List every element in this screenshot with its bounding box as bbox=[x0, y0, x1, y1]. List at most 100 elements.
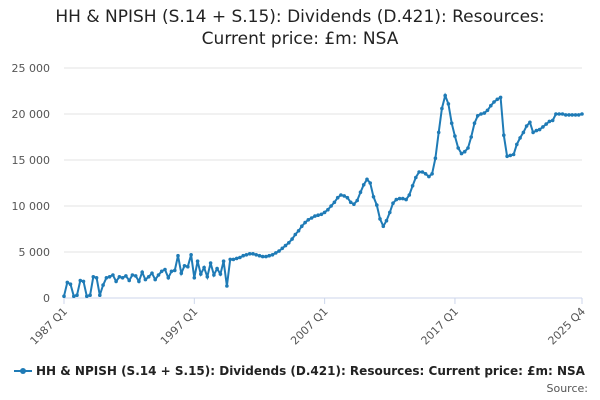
data-point[interactable] bbox=[94, 276, 99, 280]
data-point[interactable] bbox=[107, 275, 112, 279]
data-point[interactable] bbox=[466, 146, 470, 150]
data-point[interactable] bbox=[127, 278, 131, 283]
data-point[interactable] bbox=[300, 224, 304, 228]
data-point[interactable] bbox=[287, 241, 291, 245]
data-point[interactable] bbox=[453, 134, 457, 138]
data-point[interactable] bbox=[303, 220, 307, 225]
data-point[interactable] bbox=[391, 201, 395, 205]
data-point[interactable] bbox=[260, 254, 265, 259]
data-point[interactable] bbox=[319, 212, 324, 217]
data-point[interactable] bbox=[502, 133, 506, 137]
data-point[interactable] bbox=[550, 118, 555, 123]
data-point[interactable] bbox=[247, 252, 252, 256]
data-point[interactable] bbox=[544, 122, 548, 126]
data-point[interactable] bbox=[186, 264, 190, 269]
data-point[interactable] bbox=[355, 198, 360, 203]
data-point[interactable] bbox=[414, 175, 418, 180]
data-point[interactable] bbox=[72, 294, 76, 299]
data-point[interactable] bbox=[508, 153, 513, 158]
data-point[interactable] bbox=[267, 253, 272, 258]
data-point[interactable] bbox=[62, 294, 66, 299]
data-point[interactable] bbox=[495, 97, 500, 102]
data-point[interactable] bbox=[440, 106, 444, 111]
data-point[interactable] bbox=[388, 210, 392, 215]
data-point[interactable] bbox=[580, 112, 584, 116]
data-point[interactable] bbox=[192, 276, 197, 280]
data-point[interactable] bbox=[420, 170, 425, 174]
data-point[interactable] bbox=[205, 275, 210, 279]
data-point[interactable] bbox=[436, 130, 441, 135]
data-point[interactable] bbox=[560, 112, 565, 116]
data-point[interactable] bbox=[505, 154, 509, 159]
data-point[interactable] bbox=[91, 275, 96, 279]
data-point[interactable] bbox=[358, 190, 363, 194]
data-point[interactable] bbox=[557, 112, 561, 116]
data-point[interactable] bbox=[221, 259, 226, 264]
data-point[interactable] bbox=[283, 243, 288, 248]
data-point[interactable] bbox=[277, 249, 281, 253]
data-point[interactable] bbox=[397, 196, 402, 201]
data-point[interactable] bbox=[257, 253, 262, 258]
data-point[interactable] bbox=[156, 273, 161, 277]
data-point[interactable] bbox=[120, 276, 125, 280]
data-point[interactable] bbox=[407, 193, 412, 197]
data-point[interactable] bbox=[462, 149, 467, 154]
data-point[interactable] bbox=[563, 113, 568, 117]
data-point[interactable] bbox=[146, 275, 151, 279]
data-point[interactable] bbox=[554, 112, 558, 116]
data-point[interactable] bbox=[218, 272, 223, 276]
data-point[interactable] bbox=[143, 277, 148, 282]
data-point[interactable] bbox=[251, 252, 255, 256]
data-point[interactable] bbox=[81, 279, 86, 284]
data-point[interactable] bbox=[489, 103, 493, 108]
data-point[interactable] bbox=[140, 270, 144, 275]
data-point[interactable] bbox=[274, 251, 278, 255]
data-point[interactable] bbox=[534, 128, 539, 133]
data-point[interactable] bbox=[166, 276, 171, 280]
data-point[interactable] bbox=[124, 274, 128, 278]
data-point[interactable] bbox=[293, 232, 298, 237]
data-point[interactable] bbox=[472, 121, 477, 125]
data-point[interactable] bbox=[98, 293, 102, 298]
data-point[interactable] bbox=[163, 267, 167, 272]
data-point[interactable] bbox=[531, 130, 535, 135]
data-point[interactable] bbox=[537, 127, 542, 132]
data-point[interactable] bbox=[117, 275, 122, 279]
data-point[interactable] bbox=[65, 280, 70, 285]
data-point[interactable] bbox=[111, 273, 115, 277]
data-point[interactable] bbox=[189, 253, 193, 257]
data-point[interactable] bbox=[339, 193, 343, 197]
data-point[interactable] bbox=[101, 283, 105, 287]
data-point[interactable] bbox=[365, 177, 369, 182]
data-point[interactable] bbox=[404, 197, 408, 202]
data-point[interactable] bbox=[313, 214, 317, 218]
data-point[interactable] bbox=[524, 124, 529, 128]
data-point[interactable] bbox=[345, 195, 350, 200]
data-point[interactable] bbox=[176, 253, 180, 258]
data-point[interactable] bbox=[244, 253, 249, 257]
data-point[interactable] bbox=[515, 142, 519, 147]
data-point[interactable] bbox=[234, 256, 239, 261]
data-point[interactable] bbox=[456, 146, 461, 150]
data-point[interactable] bbox=[394, 197, 399, 202]
data-point[interactable] bbox=[88, 293, 92, 298]
data-point[interactable] bbox=[528, 120, 532, 125]
data-point[interactable] bbox=[381, 224, 386, 228]
data-point[interactable] bbox=[547, 119, 552, 124]
data-point[interactable] bbox=[159, 269, 164, 274]
data-point[interactable] bbox=[68, 282, 73, 287]
data-point[interactable] bbox=[352, 202, 356, 206]
legend[interactable]: HH & NPISH (S.14 + S.15): Dividends (D.4… bbox=[14, 364, 585, 378]
data-point[interactable] bbox=[228, 257, 232, 262]
data-point[interactable] bbox=[231, 257, 236, 262]
data-point[interactable] bbox=[254, 253, 258, 257]
data-point[interactable] bbox=[329, 204, 333, 208]
data-point[interactable] bbox=[137, 279, 141, 284]
data-point[interactable] bbox=[75, 293, 79, 298]
data-point[interactable] bbox=[446, 102, 451, 106]
data-point[interactable] bbox=[427, 174, 431, 179]
data-point[interactable] bbox=[316, 213, 320, 217]
data-point[interactable] bbox=[384, 218, 389, 223]
data-point[interactable] bbox=[114, 279, 118, 284]
data-point[interactable] bbox=[280, 246, 285, 251]
